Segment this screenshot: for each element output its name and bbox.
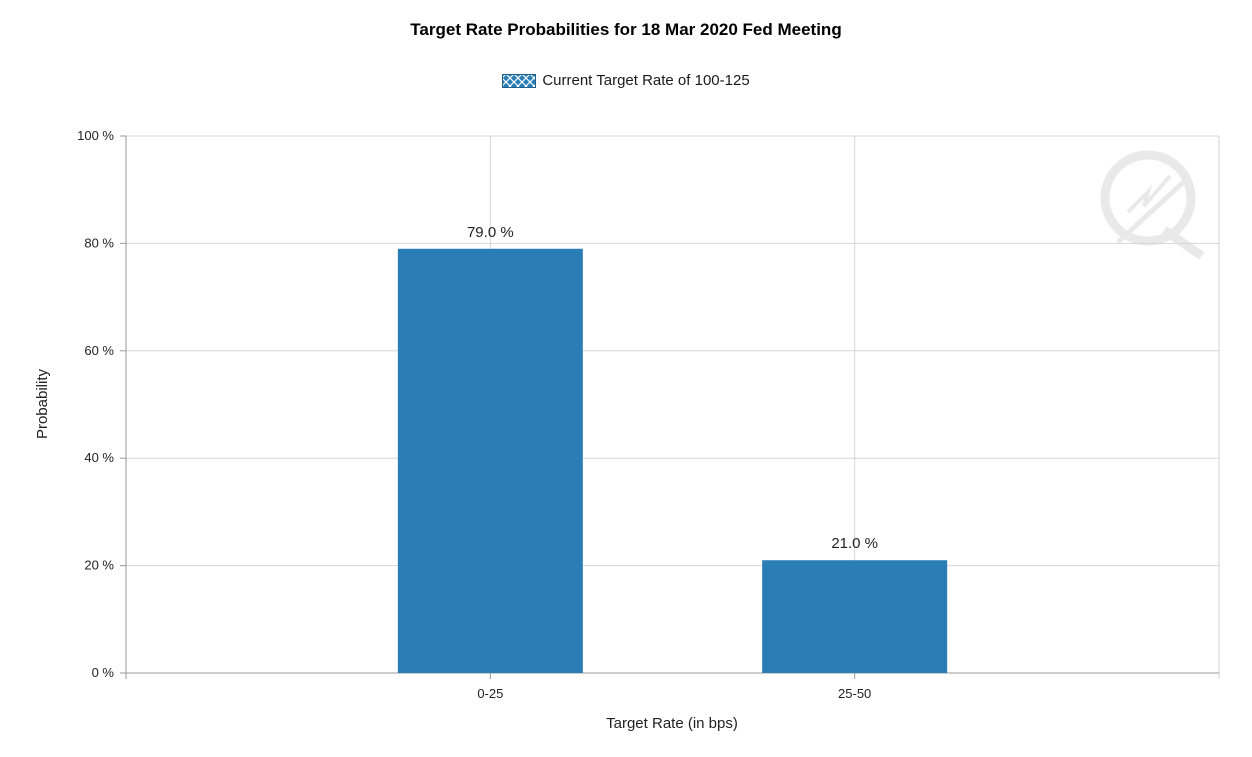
x-axis-title: Target Rate (in bps) (606, 715, 738, 732)
y-tick-label: 60 % (84, 343, 114, 358)
y-tick-label: 0 % (92, 665, 115, 680)
labels-layer: 0 % 20 % 40 % 60 % 80 % 100 % 0-25 79.0 % 25-50 2… (77, 128, 878, 701)
bars-layer (397, 248, 948, 673)
y-tick-label: 80 % (84, 235, 114, 250)
x-tick-label: 25-50 (838, 686, 871, 701)
legend-swatch-icon (502, 73, 537, 88)
legend: Current Target Rate of 100-125 (0, 72, 1252, 89)
legend-label: Current Target Rate of 100-125 (542, 72, 750, 89)
y-axis-title: Probability (34, 368, 51, 439)
data-label: 79.0 % (467, 224, 514, 241)
watermark-logo-icon (1100, 150, 1205, 260)
y-tick-label: 20 % (84, 558, 114, 573)
x-tick-label: 0-25 (477, 686, 503, 701)
data-label: 21.0 % (831, 535, 878, 552)
y-tick-label: 100 % (77, 128, 114, 143)
y-tick-label: 40 % (84, 450, 114, 465)
bar-0-25 (397, 248, 583, 673)
bar-25-50 (762, 560, 948, 673)
chart-title: Target Rate Probabilities for 18 Mar 202… (410, 20, 842, 39)
grid-layer (120, 135, 1220, 679)
